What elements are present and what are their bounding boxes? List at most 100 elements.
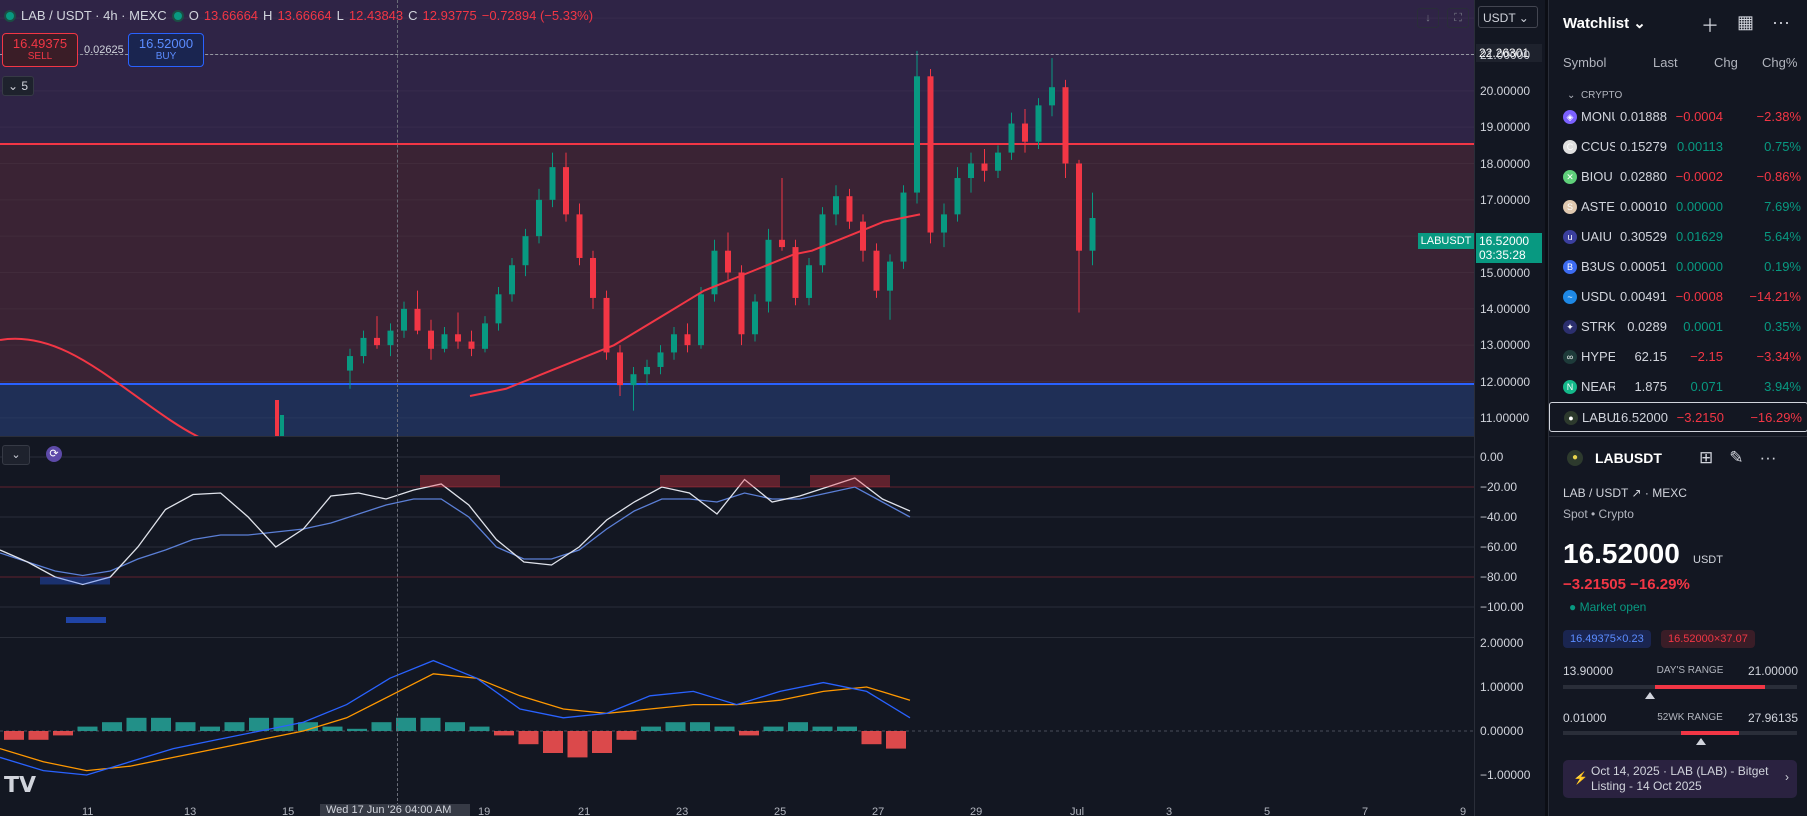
chevron-down-icon: ⌄	[1567, 90, 1576, 101]
day-range-label: DAY'S RANGE	[1656, 665, 1724, 676]
watchlist-row-aste[interactable]: S ASTE 0.00010 0.00000 7.69%	[1549, 192, 1807, 222]
candle-body	[657, 352, 664, 367]
crosshair-vertical	[397, 0, 398, 816]
row-symbol: LABU	[1582, 410, 1616, 425]
macd-hist-bar	[543, 731, 563, 753]
macd-tick: −1.00000	[1480, 768, 1531, 782]
wk-range-bar	[1563, 731, 1797, 735]
row-chg-pct: −2.38%	[1756, 109, 1801, 124]
col-last[interactable]: Last	[1653, 55, 1678, 70]
details-symbol[interactable]: LABUSDT	[1595, 450, 1662, 466]
group-label[interactable]: ⌄ CRYPTO	[1567, 90, 1623, 101]
refresh-icon[interactable]: ⟳	[46, 446, 62, 462]
col-chg[interactable]: Chg	[1714, 55, 1738, 70]
more-icon[interactable]: ···	[1759, 448, 1777, 467]
watchlist-row-hype[interactable]: ∞ HYPE 62.15 −2.15 −3.34%	[1549, 342, 1807, 372]
macd-pane[interactable]	[0, 638, 1474, 816]
bid-chip[interactable]: 16.49375×0.23	[1563, 630, 1651, 648]
news-card[interactable]: ⚡ Oct 14, 2025 · LAB (LAB) - Bitget List…	[1563, 760, 1797, 798]
add-symbol-icon[interactable]: ＋	[1701, 16, 1719, 36]
panel-divider[interactable]	[1545, 0, 1548, 816]
watchlist-row-strk[interactable]: ✦ STRK 0.0289 0.0001 0.35%	[1549, 312, 1807, 342]
candle-body	[833, 196, 839, 215]
candle-body	[603, 297, 610, 353]
live-dot-icon	[4, 9, 16, 22]
main-price-pane[interactable]	[0, 0, 1474, 436]
candle-body	[617, 352, 623, 386]
indicators-toggle[interactable]: ⌄ 5	[2, 76, 34, 96]
resistance-zone	[0, 143, 1474, 385]
rsi-collapse-button[interactable]: ⌄	[2, 445, 30, 465]
day-range-low: 13.90000	[1563, 664, 1614, 678]
price-tick: 12.00000	[1480, 374, 1531, 389]
watchlist-row-monu[interactable]: ◈ MONU 0.01888 −0.0004 −2.38%	[1549, 102, 1807, 132]
row-last: 0.00010	[1620, 199, 1667, 214]
chevron-right-icon: ›	[1785, 770, 1789, 784]
edit-icon[interactable]: ✎	[1729, 448, 1744, 467]
watchlist-row-near[interactable]: N NEAR 1.875 0.071 3.94%	[1549, 372, 1807, 402]
watchlist-row-ccus[interactable]: C CCUS 0.15279 0.00113 0.75%	[1549, 132, 1807, 162]
candle-body	[549, 167, 556, 200]
table-view-icon[interactable]: ▦	[1737, 12, 1755, 32]
macd-hist-bar	[812, 726, 833, 731]
labu-icon: ●	[1564, 411, 1578, 425]
rsi-overbought-fill	[810, 475, 890, 487]
legend-open: 13.66664	[203, 8, 259, 23]
row-last: 0.30529	[1620, 229, 1667, 244]
watchlist-row-biou[interactable]: ✕ BIOU 0.02880 −0.0002 −0.86%	[1549, 162, 1807, 192]
watchlist-row-labu[interactable]: ● LABU 16.52000 −3.2150 −16.29%	[1549, 402, 1807, 432]
candle-body	[873, 250, 880, 291]
hype-icon: ∞	[1563, 350, 1577, 364]
col-chg-pct[interactable]: Chg%	[1762, 55, 1798, 70]
buy-button[interactable]: 16.52000 BUY	[128, 33, 204, 67]
currency-select[interactable]: USDT ⌄	[1478, 6, 1538, 28]
chevron-down-icon: ⌄	[1518, 11, 1529, 25]
macd-hist-bar	[739, 731, 759, 736]
row-symbol: ASTE	[1581, 199, 1615, 214]
grid-icon[interactable]: ⊞	[1699, 448, 1714, 467]
row-chg: 0.00000	[1676, 259, 1723, 274]
external-link-icon[interactable]: ↗	[1631, 486, 1642, 500]
wk-range-high: 27.96135	[1747, 711, 1798, 725]
candle-body	[752, 301, 758, 335]
download-icon[interactable]: ↓	[1417, 8, 1439, 28]
macd-hist-bar	[714, 726, 735, 731]
time-tick: 19	[478, 806, 491, 816]
watchlist-row-usdu[interactable]: ~ USDU 0.00491 −0.0008 −14.21%	[1549, 282, 1807, 312]
legend-symbol[interactable]: LAB / USDT · 4h · MEXC	[21, 8, 167, 23]
price-axis[interactable]	[1474, 0, 1545, 816]
macd-hist-bar	[494, 731, 514, 736]
macd-tick: 2.00000	[1480, 636, 1524, 650]
watchlist-title[interactable]: Watchlist ⌄	[1563, 15, 1646, 32]
ask-chip[interactable]: 16.52000×37.07	[1661, 630, 1755, 648]
price-tick: 11.00000	[1480, 410, 1530, 425]
more-icon[interactable]: ···	[1772, 12, 1790, 32]
watchlist-row-uaiu[interactable]: u UAIU 0.30529 0.01629 5.64%	[1549, 222, 1807, 252]
watchlist-row-b3us[interactable]: B B3US 0.00051 0.00000 0.19%	[1549, 252, 1807, 282]
macd-hist-bar	[567, 731, 588, 758]
row-last: 0.15279	[1620, 139, 1667, 154]
fullscreen-icon[interactable]: ⛶	[1447, 8, 1469, 28]
time-tick: 23	[676, 806, 689, 816]
lab-logo-icon: ●	[1567, 450, 1583, 466]
pane-separator[interactable]	[0, 436, 1545, 437]
macd-line	[0, 659, 911, 776]
rsi-pane[interactable]	[0, 437, 1474, 637]
macd-hist-bar	[224, 722, 245, 731]
pane-separator[interactable]	[0, 637, 1545, 638]
col-symbol[interactable]: Symbol	[1563, 55, 1607, 70]
row-symbol: USDU	[1581, 289, 1615, 304]
chart-area[interactable]: LAB / USDT · 4h · MEXC O 13.66664 H 13.666…	[0, 0, 1545, 816]
price-tick: 21.00000	[1480, 47, 1531, 62]
sell-button[interactable]: 16.49375 SELL	[2, 33, 78, 67]
macd-series	[0, 659, 1474, 776]
tradingview-logo[interactable]: 𝗧𝗩	[4, 772, 37, 797]
day-range-marker	[1644, 692, 1655, 699]
row-chg: −2.15	[1690, 349, 1723, 364]
candle-body	[576, 214, 583, 258]
rsi-tick: −40.00	[1480, 510, 1518, 524]
row-last: 0.00491	[1620, 289, 1667, 304]
row-symbol: NEAR	[1581, 379, 1615, 394]
candlestick-series	[0, 17, 1474, 436]
row-symbol: HYPE	[1581, 349, 1615, 364]
